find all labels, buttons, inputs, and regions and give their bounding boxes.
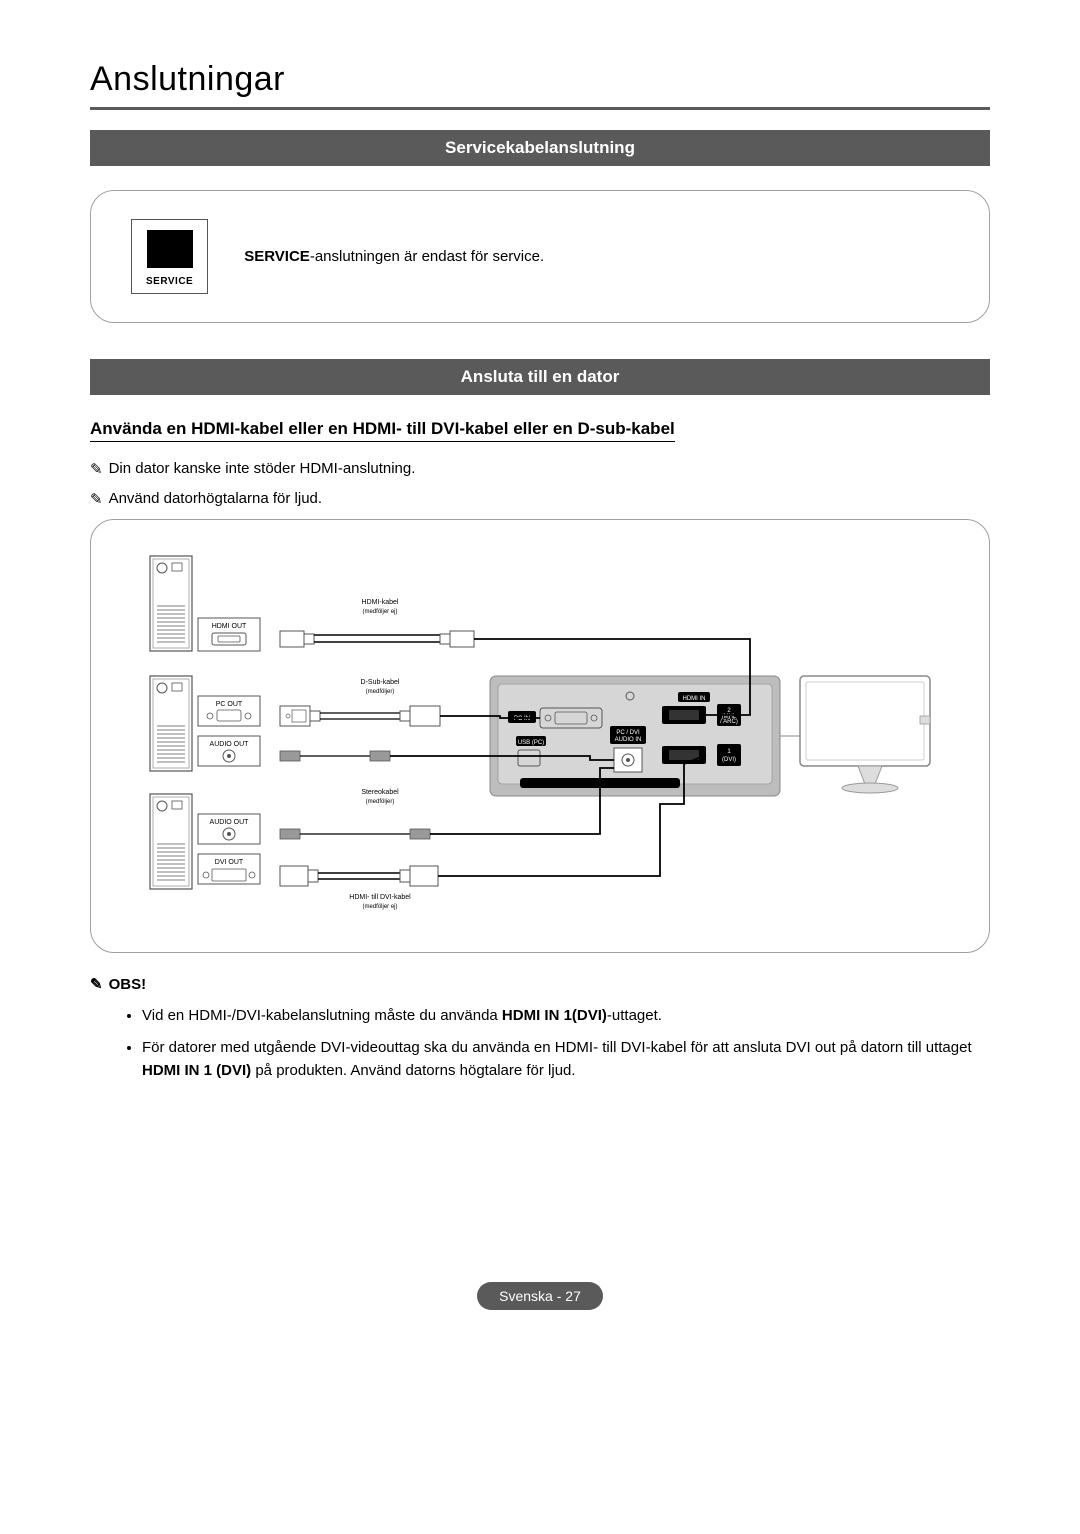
hdmi-kabel-label: HDMI-kabel [362, 599, 399, 606]
dvi-out-label: DVI OUT [215, 859, 244, 866]
svg-text:/ ARC): / ARC) [720, 719, 738, 725]
service-text-rest: -anslutningen är endast för service. [310, 248, 544, 265]
pc-tower-2: PC OUT AUDIO OUT [150, 676, 260, 771]
service-box: SERVICE SERVICE-anslutningen är endast f… [90, 190, 990, 323]
hdmi-dvi-kabel-sub: (medföljer ej) [362, 904, 397, 910]
usb-pc-label: USB (PC) [518, 740, 544, 746]
section2-bar: Ansluta till en dator [90, 359, 990, 395]
pc-tower-3: AUDIO OUT DVI OUT [150, 794, 260, 889]
hdmi-kabel-sub: (medföljer ej) [362, 609, 397, 615]
footer-pill: Svenska - 27 [477, 1282, 603, 1310]
note-line-2: ✎ Använd datorhögtalarna för ljud. [90, 490, 990, 510]
pc-out-label: PC OUT [216, 701, 243, 708]
obs-bullet-1: Vid en HDMI-/DVI-kabelanslutning måste d… [142, 1005, 990, 1028]
hdmi-cable [280, 631, 474, 647]
dsub-kabel-label: D-Sub-kabel [361, 679, 400, 686]
page-footer: Svenska - 27 [90, 1282, 990, 1310]
sub-heading: Använda en HDMI-kabel eller en HDMI- til… [90, 419, 675, 442]
connection-diagram-box: HDMI OUT PC OUT [90, 519, 990, 953]
service-text-bold: SERVICE [244, 248, 310, 265]
obs-heading: ✎ OBS! [90, 975, 990, 995]
note-icon: ✎ [90, 975, 103, 995]
note-line-1: ✎ Din dator kanske inte stöder HDMI-ansl… [90, 460, 990, 480]
obs-bullet-list: Vid en HDMI-/DVI-kabelanslutning måste d… [90, 1005, 990, 1083]
page-title: Anslutningar [90, 60, 990, 99]
svg-text:(DVI): (DVI) [722, 757, 736, 763]
service-port-label: SERVICE [146, 276, 193, 287]
dsub-kabel-sub: (medföljer) [366, 689, 395, 695]
pc-in-label: PC IN [514, 716, 530, 722]
obs-label: OBS! [109, 976, 147, 993]
service-port-black-icon [147, 230, 193, 268]
tv-back-panel: PC IN USB (PC) PC / DVI AUDIO IN [490, 676, 780, 796]
hdmi-dvi-cable [280, 866, 438, 886]
audio-out-label-2: AUDIO OUT [210, 819, 250, 826]
hdmi-out-label: HDMI OUT [212, 623, 247, 630]
hdmi-dvi-kabel-label: HDMI- till DVI-kabel [349, 894, 411, 901]
title-underline [90, 107, 990, 110]
note-icon: ✎ [90, 460, 103, 480]
stereo-kabel-sub: (medföljer) [366, 799, 395, 805]
hdmi-in-label: HDMI IN [683, 696, 706, 702]
stereo-cable-2 [280, 829, 430, 839]
audio-out-label-1: AUDIO OUT [210, 741, 250, 748]
service-port-diagram: SERVICE [131, 219, 208, 294]
pc-tower-1: HDMI OUT [150, 556, 260, 651]
dsub-cable [280, 706, 440, 726]
note2-text: Använd datorhögtalarna för ljud. [109, 490, 322, 507]
stereo-kabel-label: Stereokabel [361, 789, 399, 796]
service-row: SERVICE SERVICE-anslutningen är endast f… [119, 219, 961, 294]
monitor [780, 676, 930, 793]
obs-bullet-2: För datorer med utgående DVI-videouttag … [142, 1037, 990, 1082]
note-icon: ✎ [90, 490, 103, 510]
svg-text:PC / DVI: PC / DVI [616, 730, 640, 736]
section1-bar: Servicekabelanslutning [90, 130, 990, 166]
note1-text: Din dator kanske inte stöder HDMI-anslut… [109, 460, 416, 477]
service-text: SERVICE-anslutningen är endast för servi… [244, 248, 544, 265]
stereo-cable-1 [280, 751, 390, 761]
svg-text:AUDIO IN: AUDIO IN [615, 737, 642, 743]
connection-diagram-svg: HDMI OUT PC OUT [111, 536, 969, 936]
